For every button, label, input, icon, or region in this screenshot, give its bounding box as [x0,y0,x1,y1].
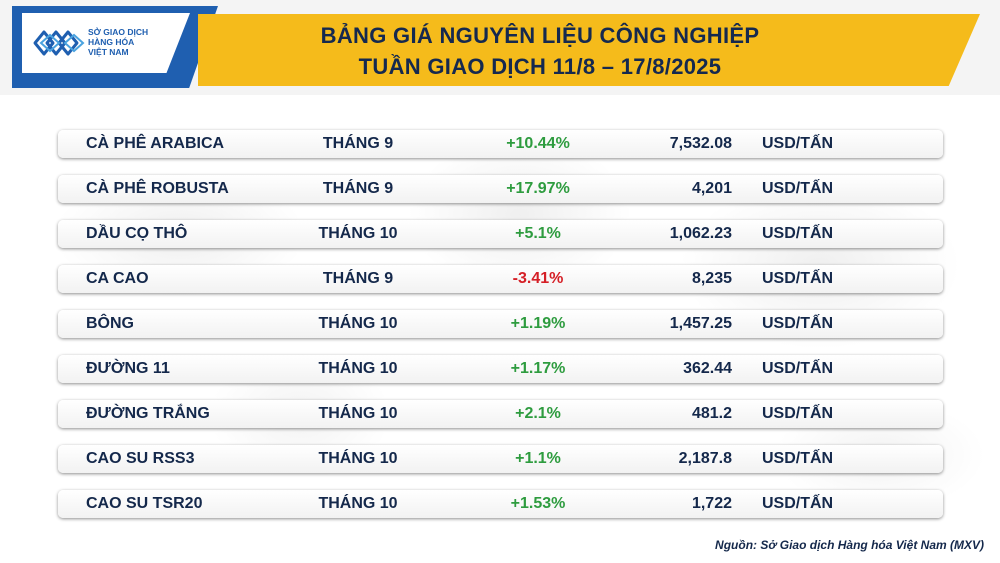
price-change: +1.17% [510,360,566,377]
logo-panel [22,13,190,73]
logo-line-1: SỞ GIAO DỊCH [88,27,149,37]
table-row: CÀ PHÊ ROBUSTA THÁNG 9 +17.97% 4,201 USD… [58,175,943,203]
price-unit: USD/TẤN [762,180,834,197]
price-change: +5.1% [515,225,561,242]
title-line-2: TUẦN GIAO DỊCH 11/8 – 17/8/2025 [358,54,722,79]
price-value: 8,235 [691,270,732,287]
price-unit: USD/TẤN [762,405,834,422]
price-unit: USD/TẤN [762,135,834,152]
contract-month: THÁNG 9 [322,270,394,287]
contract-month: THÁNG 10 [318,225,398,242]
contract-month: THÁNG 10 [318,405,398,422]
page-title: BẢNG GIÁ NGUYÊN LIỆU CÔNG NGHIỆP TUẦN GI… [230,20,850,82]
price-value: 362.44 [683,360,732,377]
price-value: 481.2 [691,405,732,422]
source-note: Nguồn: Sở Giao dịch Hàng hóa Việt Nam (M… [715,538,984,552]
table-row: CA CAO THÁNG 9 -3.41% 8,235 USD/TẤN [58,265,943,293]
price-value: 1,457.25 [669,315,732,332]
commodity-name: DẦU CỌ THÔ [86,225,188,242]
table-row: CAO SU RSS3 THÁNG 10 +1.1% 2,187.8 USD/T… [58,445,943,473]
price-value: 2,187.8 [678,450,732,467]
table-row: CAO SU TSR20 THÁNG 10 +1.53% 1,722 USD/T… [58,490,943,518]
price-value: 7,532.08 [669,135,732,152]
title-banner [198,14,980,86]
table-row: CÀ PHÊ ARABICA THÁNG 9 +10.44% 7,532.08 … [58,130,943,158]
price-change: +1.53% [510,495,566,512]
commodity-name: CAO SU RSS3 [86,450,195,467]
table-row: ĐƯỜNG 11 THÁNG 10 +1.17% 362.44 USD/TẤN [58,355,943,383]
commodity-name: CAO SU TSR20 [86,495,203,512]
commodity-name: CA CAO [86,270,149,287]
commodity-name: ĐƯỜNG TRẮNG [86,405,210,422]
price-change: +10.44% [506,135,570,152]
price-table: CÀ PHÊ ARABICA THÁNG 9 +10.44% 7,532.08 … [58,130,943,535]
table-row: BÔNG THÁNG 10 +1.19% 1,457.25 USD/TẤN [58,310,943,338]
price-change: +17.97% [506,180,570,197]
contract-month: THÁNG 10 [318,315,398,332]
price-change: +1.1% [515,450,561,467]
price-value: 1,722 [691,495,732,512]
price-unit: USD/TẤN [762,360,834,377]
price-value: 4,201 [691,180,732,197]
contract-month: THÁNG 10 [318,450,398,467]
mxv-logo-icon [33,30,85,56]
price-unit: USD/TẤN [762,270,834,287]
price-unit: USD/TẤN [762,315,834,332]
commodity-name: CÀ PHÊ ROBUSTA [86,180,229,197]
logo-line-3: VIỆT NAM [88,47,129,57]
commodity-name: BÔNG [86,315,134,332]
table-row: ĐƯỜNG TRẮNG THÁNG 10 +2.1% 481.2 USD/TẤN [58,400,943,428]
contract-month: THÁNG 9 [322,135,394,152]
price-unit: USD/TẤN [762,225,834,242]
logo-text: SỞ GIAO DỊCH HÀNG HÓA VIỆT NAM [88,27,188,57]
price-unit: USD/TẤN [762,495,834,512]
contract-month: THÁNG 10 [318,360,398,377]
title-line-1: BẢNG GIÁ NGUYÊN LIỆU CÔNG NGHIỆP [320,23,760,48]
contract-month: THÁNG 10 [318,495,398,512]
price-change: +2.1% [515,405,561,422]
price-change: -3.41% [512,270,564,287]
price-unit: USD/TẤN [762,450,834,467]
price-change: +1.19% [510,315,566,332]
price-value: 1,062.23 [669,225,732,242]
commodity-name: ĐƯỜNG 11 [86,360,170,377]
table-row: DẦU CỌ THÔ THÁNG 10 +5.1% 1,062.23 USD/T… [58,220,943,248]
logo-line-2: HÀNG HÓA [88,37,135,47]
commodity-name: CÀ PHÊ ARABICA [86,135,225,152]
contract-month: THÁNG 9 [322,180,394,197]
